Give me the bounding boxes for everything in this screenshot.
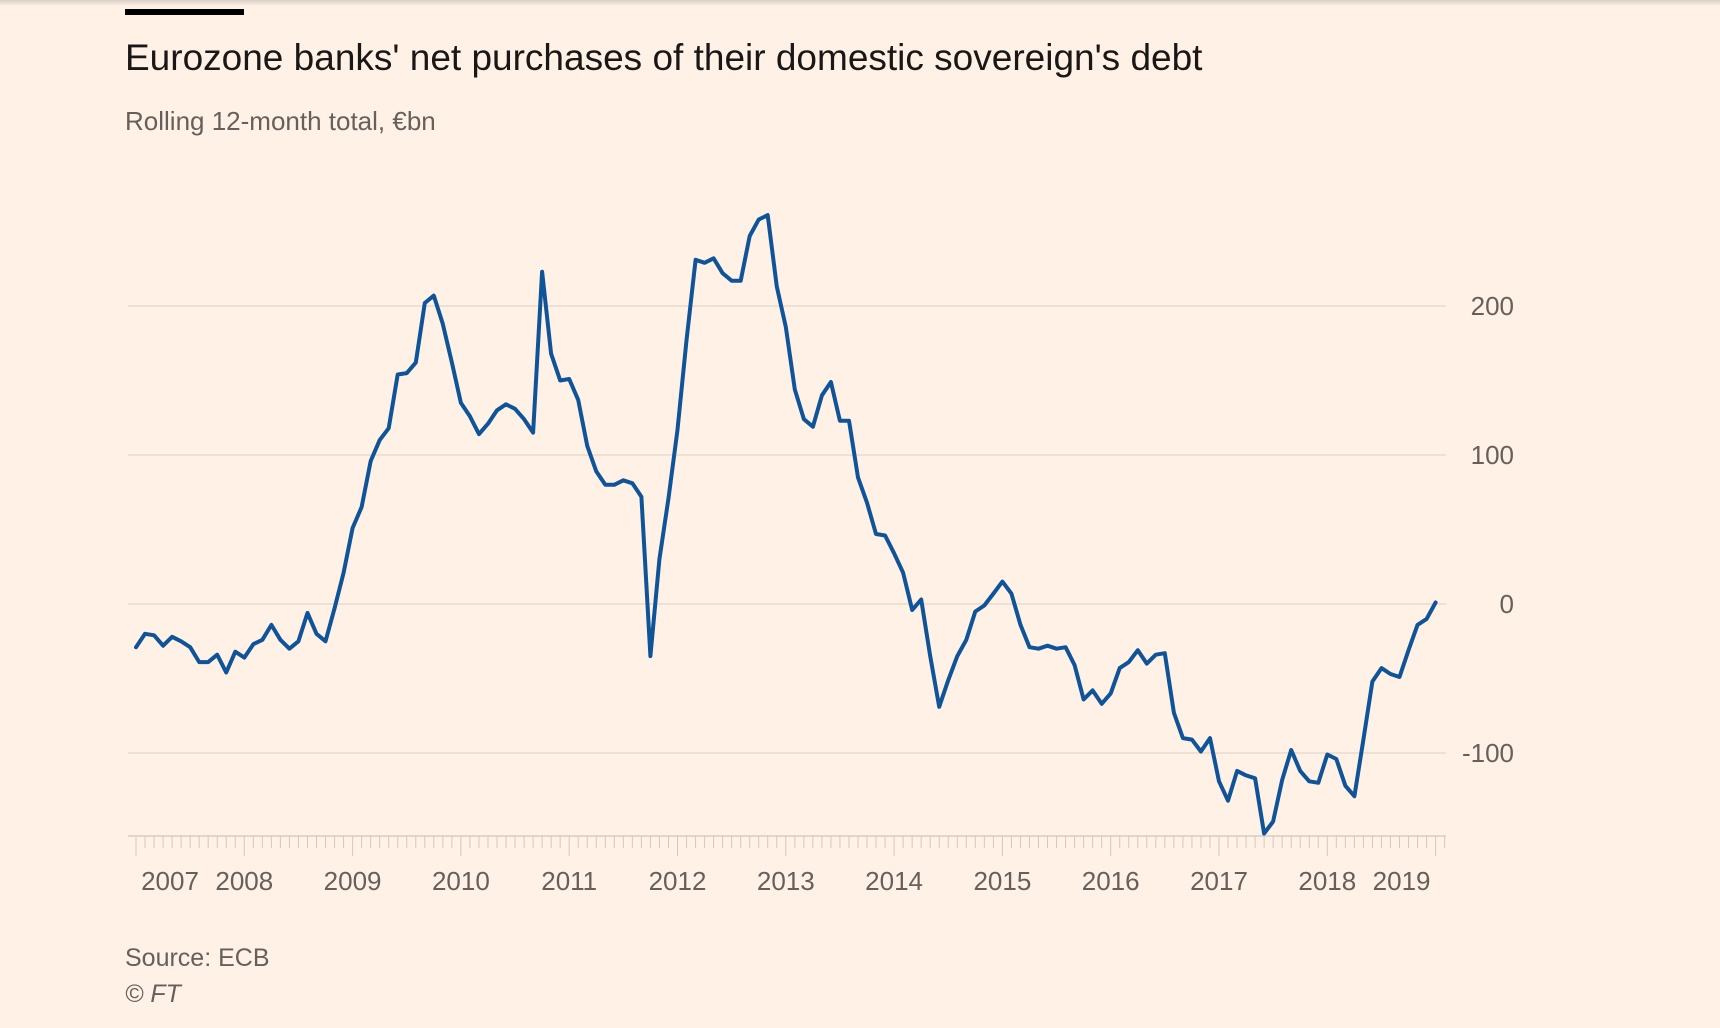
x-tick-label: 2017 — [1190, 866, 1248, 896]
brand-bar — [125, 9, 244, 15]
y-tick-label: 100 — [1471, 440, 1514, 470]
x-tick-label: 2016 — [1082, 866, 1140, 896]
x-tick-label: 2014 — [865, 866, 923, 896]
y-tick-label: 200 — [1471, 291, 1514, 321]
series-line — [134, 213, 1438, 836]
x-tick-label: 2007 — [141, 866, 199, 896]
x-tick-label: 2011 — [541, 866, 597, 896]
x-tick-label: 2019 — [1373, 866, 1431, 896]
x-tick-label: 2012 — [649, 866, 707, 896]
x-tick-label: 2009 — [324, 866, 382, 896]
x-tick-label: 2010 — [432, 866, 490, 896]
y-tick-label: -100 — [1462, 738, 1514, 768]
x-tick-label: 2008 — [215, 866, 273, 896]
source-note: Source: ECB — [125, 944, 270, 972]
chart-title: Eurozone banks' net purchases of their d… — [125, 37, 1203, 78]
top-shadow — [0, 0, 1720, 6]
x-tick-label: 2013 — [757, 866, 815, 896]
x-tick-label: 2015 — [973, 866, 1031, 896]
copyright-note: © FT — [125, 980, 183, 1008]
y-tick-label: 0 — [1500, 589, 1514, 619]
x-tick-label: 2018 — [1298, 866, 1356, 896]
chart-subtitle: Rolling 12-month total, €bn — [125, 106, 436, 136]
